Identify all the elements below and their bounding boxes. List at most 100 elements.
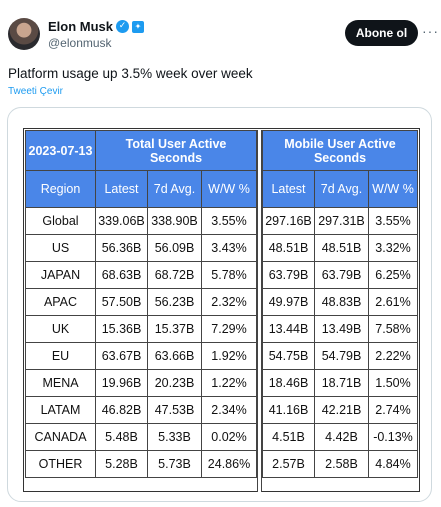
- cell-t-ww: 0.02%: [201, 423, 257, 451]
- cell-t-ww: 3.43%: [201, 234, 257, 262]
- col-mobile-7d: 7d Avg.: [314, 170, 369, 208]
- cell-m-ww: 7.58%: [368, 315, 418, 343]
- cell-t-ww: 2.32%: [201, 288, 257, 316]
- cell-t-7d: 15.37B: [147, 315, 202, 343]
- table-row: 297.16B 297.31B 3.55%: [262, 207, 418, 235]
- table-row: JAPAN 68.63B 68.72B 5.78%: [25, 261, 257, 289]
- cell-region: MENA: [25, 369, 96, 397]
- cell-m-ww: 3.55%: [368, 207, 418, 235]
- cell-m-7d: 63.79B: [314, 261, 369, 289]
- cell-m-7d: 4.42B: [314, 423, 369, 451]
- col-region: Region: [25, 170, 96, 208]
- table-row: 49.97B 48.83B 2.61%: [262, 288, 418, 316]
- translate-link[interactable]: Tweeti Çevir: [8, 86, 64, 97]
- cell-t-7d: 5.33B: [147, 423, 202, 451]
- cell-m-latest: 48.51B: [262, 234, 315, 262]
- table-row: MENA 19.96B 20.23B 1.22%: [25, 369, 257, 397]
- cell-region: UK: [25, 315, 96, 343]
- cell-region: US: [25, 234, 96, 262]
- cell-m-7d: 54.79B: [314, 342, 369, 370]
- usage-table-image: 2023-07-13 Total User Active Seconds Reg…: [23, 128, 420, 492]
- table-row: 13.44B 13.49B 7.58%: [262, 315, 418, 343]
- cell-m-ww: 4.84%: [368, 450, 418, 478]
- cell-t-latest: 56.36B: [95, 234, 148, 262]
- cell-t-latest: 63.67B: [95, 342, 148, 370]
- cell-region: Global: [25, 207, 96, 235]
- avatar[interactable]: [8, 18, 40, 50]
- tweet-text: Platform usage up 3.5% week over week: [8, 66, 253, 81]
- table-row: 2.57B 2.58B 4.84%: [262, 450, 418, 478]
- cell-m-ww: 2.22%: [368, 342, 418, 370]
- total-user-table: 2023-07-13 Total User Active Seconds Reg…: [25, 130, 257, 478]
- table-row: 18.46B 18.71B 1.50%: [262, 369, 418, 397]
- table-row: CANADA 5.48B 5.33B 0.02%: [25, 423, 257, 451]
- cell-m-ww: 1.50%: [368, 369, 418, 397]
- cell-t-7d: 338.90B: [147, 207, 202, 235]
- cell-t-ww: 7.29%: [201, 315, 257, 343]
- cell-t-7d: 20.23B: [147, 369, 202, 397]
- cell-m-7d: 48.83B: [314, 288, 369, 316]
- tweet-header: Elon Musk ✓ ✦ @elonmusk Abone ol ···: [8, 14, 438, 54]
- cell-m-ww: -0.13%: [368, 423, 418, 451]
- cell-t-ww: 2.34%: [201, 396, 257, 424]
- col-total-latest: Latest: [95, 170, 148, 208]
- cell-m-7d: 42.21B: [314, 396, 369, 424]
- cell-region: LATAM: [25, 396, 96, 424]
- verified-check-icon: ✓: [116, 20, 130, 33]
- follow-button[interactable]: Abone ol: [345, 20, 418, 46]
- cell-m-latest: 54.75B: [262, 342, 315, 370]
- author-handle[interactable]: @elonmusk: [48, 36, 112, 50]
- table-date: 2023-07-13: [25, 130, 96, 171]
- col-total-ww: W/W %: [201, 170, 257, 208]
- total-group-header: Total User Active Seconds: [95, 130, 257, 171]
- table-row: Global 339.06B 338.90B 3.55%: [25, 207, 257, 235]
- cell-m-latest: 18.46B: [262, 369, 315, 397]
- cell-t-latest: 15.36B: [95, 315, 148, 343]
- table-row: 4.51B 4.42B -0.13%: [262, 423, 418, 451]
- table-row: LATAM 46.82B 47.53B 2.34%: [25, 396, 257, 424]
- cell-t-7d: 56.09B: [147, 234, 202, 262]
- cell-t-latest: 57.50B: [95, 288, 148, 316]
- cell-m-ww: 2.61%: [368, 288, 418, 316]
- mobile-user-table: Mobile User Active Seconds Latest 7d Avg…: [262, 130, 418, 478]
- table-row: 63.79B 63.79B 6.25%: [262, 261, 418, 289]
- cell-t-7d: 47.53B: [147, 396, 202, 424]
- tweet-image[interactable]: 2023-07-13 Total User Active Seconds Reg…: [7, 107, 432, 502]
- table-row: OTHER 5.28B 5.73B 24.86%: [25, 450, 257, 478]
- cell-m-latest: 297.16B: [262, 207, 315, 235]
- cell-t-ww: 3.55%: [201, 207, 257, 235]
- cell-m-latest: 4.51B: [262, 423, 315, 451]
- cell-region: OTHER: [25, 450, 96, 478]
- cell-m-ww: 3.32%: [368, 234, 418, 262]
- cell-m-latest: 63.79B: [262, 261, 315, 289]
- twitter-bird-badge-icon[interactable]: ✦: [132, 20, 145, 33]
- mobile-group-header: Mobile User Active Seconds: [262, 130, 418, 171]
- cell-region: JAPAN: [25, 261, 96, 289]
- cell-t-latest: 339.06B: [95, 207, 148, 235]
- cell-m-7d: 48.51B: [314, 234, 369, 262]
- table-row: 41.16B 42.21B 2.74%: [262, 396, 418, 424]
- col-total-7d: 7d Avg.: [147, 170, 202, 208]
- cell-t-7d: 68.72B: [147, 261, 202, 289]
- cell-t-7d: 56.23B: [147, 288, 202, 316]
- cell-t-latest: 68.63B: [95, 261, 148, 289]
- cell-t-ww: 1.22%: [201, 369, 257, 397]
- table-row: EU 63.67B 63.66B 1.92%: [25, 342, 257, 370]
- cell-t-ww: 5.78%: [201, 261, 257, 289]
- author-name-line: Elon Musk ✓ ✦: [48, 19, 145, 34]
- table-row: APAC 57.50B 56.23B 2.32%: [25, 288, 257, 316]
- cell-region: APAC: [25, 288, 96, 316]
- author-name[interactable]: Elon Musk: [48, 19, 114, 34]
- cell-m-latest: 13.44B: [262, 315, 315, 343]
- cell-t-ww: 1.92%: [201, 342, 257, 370]
- more-dots-icon[interactable]: ···: [422, 23, 439, 39]
- cell-region: EU: [25, 342, 96, 370]
- cell-m-7d: 18.71B: [314, 369, 369, 397]
- table-row: UK 15.36B 15.37B 7.29%: [25, 315, 257, 343]
- cell-t-latest: 19.96B: [95, 369, 148, 397]
- cell-m-7d: 13.49B: [314, 315, 369, 343]
- cell-t-7d: 63.66B: [147, 342, 202, 370]
- cell-m-latest: 49.97B: [262, 288, 315, 316]
- cell-m-7d: 2.58B: [314, 450, 369, 478]
- cell-t-latest: 5.28B: [95, 450, 148, 478]
